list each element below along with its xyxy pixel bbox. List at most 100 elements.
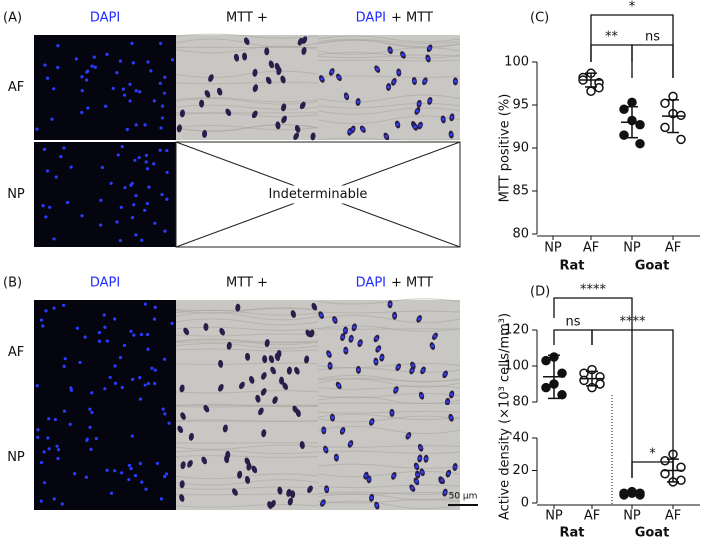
nucleus	[153, 221, 157, 225]
panel-label: (D)	[530, 285, 550, 300]
texture	[175, 390, 319, 394]
texture	[317, 115, 461, 125]
row-label: NP	[7, 450, 25, 465]
texture	[175, 104, 319, 110]
nucleus	[330, 416, 334, 420]
nucleus	[348, 442, 352, 446]
nucleus	[161, 407, 165, 411]
data-point	[676, 134, 686, 145]
nucleus	[163, 75, 167, 79]
nucleus	[426, 57, 430, 61]
nucleus	[120, 144, 124, 149]
texture	[175, 338, 319, 346]
texture	[317, 314, 461, 324]
nucleus	[53, 417, 58, 422]
cell	[176, 124, 182, 133]
nucleus	[84, 78, 89, 82]
micrograph	[175, 403, 319, 510]
significance-bracket	[590, 44, 633, 62]
nucleus	[143, 208, 147, 212]
nucleus	[99, 198, 103, 202]
nucleus	[133, 158, 137, 162]
nucleus	[424, 457, 428, 461]
cell	[267, 501, 273, 509]
nucleus	[374, 360, 378, 364]
nucleus	[374, 336, 378, 340]
nucleus	[417, 317, 421, 321]
nucleus	[327, 352, 331, 356]
micrograph	[317, 405, 461, 510]
nucleus	[80, 110, 84, 115]
nucleus	[90, 410, 94, 415]
nucleus	[97, 339, 102, 343]
nucleus	[140, 480, 144, 484]
texture	[175, 309, 319, 316]
y-tick-label: 80	[512, 227, 529, 242]
nucleus	[153, 381, 157, 386]
nucleus	[145, 201, 150, 206]
cell	[238, 381, 245, 390]
nucleus	[390, 411, 394, 415]
texture	[317, 450, 461, 454]
nucleus	[88, 407, 92, 411]
nucleus	[45, 169, 50, 173]
nucleus	[61, 303, 66, 307]
texture	[175, 33, 319, 39]
cell	[244, 457, 251, 466]
nucleus	[356, 368, 360, 372]
nucleus	[164, 472, 169, 476]
nucleus	[68, 422, 72, 426]
nucleus	[384, 134, 388, 138]
nucleus	[56, 44, 60, 48]
cell	[272, 396, 278, 404]
nucleus	[165, 170, 169, 175]
cell	[225, 108, 232, 117]
texture	[317, 94, 461, 103]
micrograph	[317, 35, 461, 141]
nucleus	[85, 70, 89, 74]
micrograph	[34, 142, 176, 247]
nucleus	[138, 376, 142, 380]
significance-label: **	[605, 30, 619, 45]
group-label: Goat	[635, 259, 670, 274]
micrograph	[175, 300, 319, 405]
nucleus	[109, 181, 113, 185]
column-header: DAPI	[356, 276, 386, 291]
nucleus	[88, 425, 92, 429]
cell	[262, 355, 268, 364]
nucleus	[361, 127, 365, 131]
nucleus	[415, 464, 419, 468]
group-label: Rat	[560, 259, 585, 274]
x-tick-label: AF	[584, 509, 600, 524]
nucleus	[147, 185, 151, 189]
nucleus	[324, 448, 328, 452]
y-tick-label: 0	[521, 496, 529, 511]
texture	[317, 54, 461, 59]
nucleus	[412, 79, 416, 83]
nucleus	[85, 438, 89, 442]
panel-label: (C)	[530, 11, 549, 26]
cell	[281, 115, 287, 124]
nucleus	[446, 400, 450, 404]
cell	[219, 327, 226, 336]
texture	[175, 339, 319, 343]
nucleus	[36, 428, 40, 432]
y-tick-label: 120	[504, 323, 529, 338]
nucleus	[54, 175, 58, 179]
cell	[187, 460, 193, 468]
nucleus	[115, 71, 119, 75]
scale-bar-label: 50 µm	[449, 492, 478, 502]
cell	[183, 327, 190, 336]
nucleus	[392, 474, 396, 478]
nucleus	[122, 343, 127, 347]
texture	[175, 307, 319, 314]
cell	[276, 349, 282, 358]
nucleus	[45, 76, 50, 80]
nucleus	[145, 167, 150, 171]
cell	[286, 366, 292, 375]
nucleus	[320, 77, 324, 81]
data-point	[557, 368, 567, 378]
nucleus	[162, 357, 167, 361]
texture	[317, 38, 461, 45]
panel-label: (A)	[3, 11, 22, 26]
